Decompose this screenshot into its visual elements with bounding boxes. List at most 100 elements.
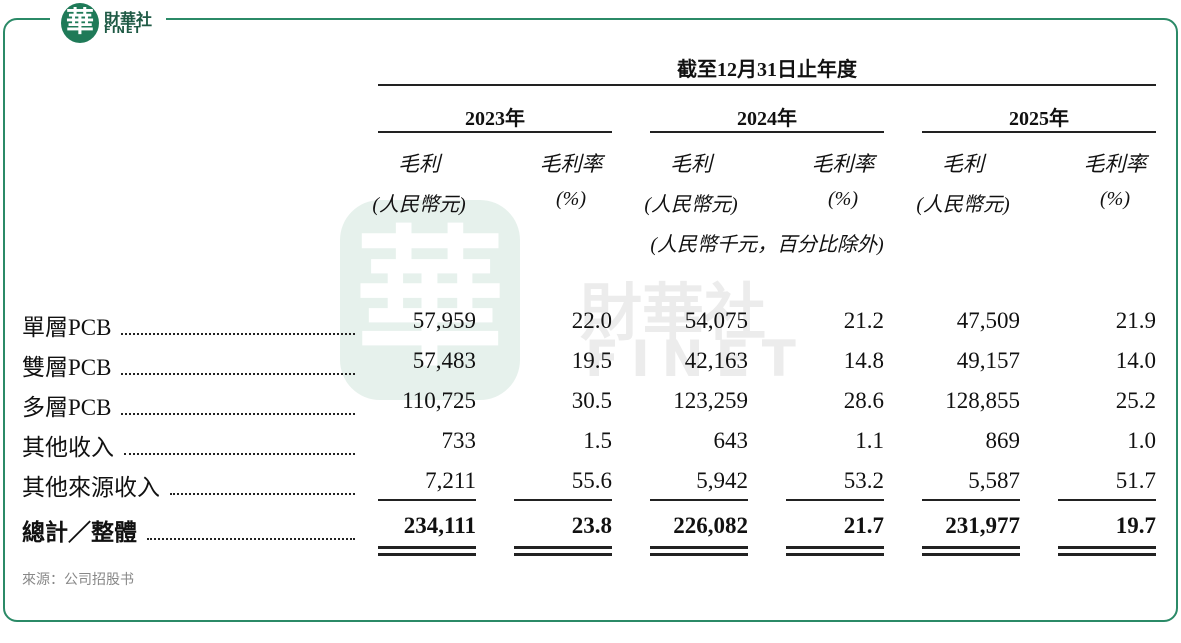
frame <box>3 18 1178 622</box>
cell: 1.5 <box>583 428 612 453</box>
rule <box>786 546 884 549</box>
column-unit: (人民幣元) <box>916 194 1010 216</box>
column-unit: (%) <box>556 188 586 210</box>
rule <box>650 546 748 549</box>
row-label-text: 單層PCB <box>22 315 112 340</box>
cell: 19.5 <box>571 348 612 373</box>
total-cell: 19.7 <box>1115 513 1156 538</box>
cell: 57,959 <box>412 308 476 333</box>
row-label: 其他來源收入 <box>22 468 355 502</box>
cell: 53.2 <box>843 468 884 493</box>
cell: 51.7 <box>1115 468 1156 493</box>
total-cell: 21.7 <box>843 513 884 538</box>
rule <box>1058 546 1156 549</box>
cell: 7,211 <box>425 468 476 493</box>
cell: 55.6 <box>571 468 612 493</box>
cell: 42,163 <box>684 348 748 373</box>
row-label: 單層PCB <box>22 308 355 342</box>
row-label: 雙層PCB <box>22 348 355 382</box>
column-label: 毛利率 <box>811 152 875 176</box>
year-header: 2023年 <box>465 108 525 130</box>
leader-dots <box>147 538 355 540</box>
note: (人民幣千元，百分比除外) <box>650 234 884 256</box>
cell: 14.0 <box>1115 348 1156 373</box>
cell: 5,942 <box>696 468 748 493</box>
cell: 128,855 <box>945 388 1020 413</box>
column-unit: (%) <box>1100 188 1130 210</box>
cell: 110,725 <box>402 388 476 413</box>
total-cell: 226,082 <box>673 513 748 538</box>
cell: 30.5 <box>571 388 612 413</box>
cell: 643 <box>713 428 749 453</box>
rule <box>378 131 612 133</box>
cell: 5,587 <box>968 468 1020 493</box>
rule <box>922 546 1020 549</box>
logo-mark: 華 <box>61 3 99 43</box>
cell: 21.9 <box>1115 308 1156 333</box>
cell: 123,259 <box>673 388 748 413</box>
logo-name: 財華社 <box>104 10 153 29</box>
row-label: 其他收入 <box>22 428 355 462</box>
rule <box>514 553 612 556</box>
rule <box>650 131 884 133</box>
cell: 54,075 <box>684 308 748 333</box>
row-label-text: 雙層PCB <box>22 355 112 380</box>
leader-dots <box>170 493 355 495</box>
column-label: 毛利率 <box>539 152 603 176</box>
cell: 733 <box>441 428 477 453</box>
source: 來源：公司招股书 <box>22 572 134 588</box>
rule <box>1058 499 1156 501</box>
rule <box>786 553 884 556</box>
rule <box>378 84 1156 86</box>
cell: 21.2 <box>843 308 884 333</box>
logo-latin: FINET <box>104 25 142 36</box>
watermark-latin: FINET <box>585 330 808 388</box>
cell: 1.0 <box>1127 428 1156 453</box>
cell: 49,157 <box>956 348 1020 373</box>
total-cell: 23.8 <box>571 513 612 538</box>
rule <box>514 499 612 501</box>
rule <box>922 553 1020 556</box>
watermark-mark: 華 <box>340 200 520 400</box>
period-header: 截至12月31日止年度 <box>677 59 857 81</box>
watermark-name: 財華社 <box>580 276 767 349</box>
rule <box>650 553 748 556</box>
rule <box>786 499 884 501</box>
cell: 22.0 <box>571 308 612 333</box>
cell: 869 <box>985 428 1021 453</box>
cell: 14.8 <box>843 348 884 373</box>
column-label: 毛利 <box>942 152 984 176</box>
row-label-text: 多層PCB <box>22 395 112 420</box>
row-label: 總計／整體 <box>22 513 355 547</box>
cell: 1.1 <box>855 428 884 453</box>
rule <box>514 546 612 549</box>
rule <box>1058 553 1156 556</box>
year-header: 2025年 <box>1009 108 1069 130</box>
row-label-text: 其他來源收入 <box>22 475 160 500</box>
leader-dots <box>121 413 355 415</box>
cell: 47,509 <box>956 308 1020 333</box>
column-label: 毛利 <box>670 152 712 176</box>
cell: 57,483 <box>412 348 476 373</box>
row-label-text: 總計／整體 <box>22 520 137 545</box>
cell: 28.6 <box>843 388 884 413</box>
column-unit: (人民幣元) <box>644 194 738 216</box>
leader-dots <box>124 453 355 455</box>
column-label: 毛利 <box>398 152 440 176</box>
rule <box>378 553 476 556</box>
rule <box>378 546 476 549</box>
rule <box>922 499 1020 501</box>
column-unit: (%) <box>828 188 858 210</box>
rule <box>650 499 748 501</box>
leader-dots <box>121 333 355 335</box>
rule <box>378 499 476 501</box>
leader-dots <box>121 373 355 375</box>
row-label-text: 其他收入 <box>22 435 114 460</box>
total-cell: 234,111 <box>403 513 476 538</box>
rule <box>922 131 1156 133</box>
total-cell: 231,977 <box>945 513 1020 538</box>
cell: 25.2 <box>1115 388 1156 413</box>
column-unit: (人民幣元) <box>372 194 466 216</box>
column-label: 毛利率 <box>1083 152 1147 176</box>
year-header: 2024年 <box>737 108 797 130</box>
